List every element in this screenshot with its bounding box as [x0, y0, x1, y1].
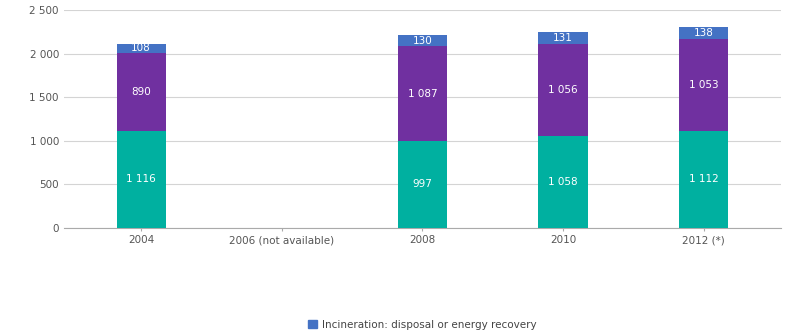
Text: 1 058: 1 058	[548, 177, 578, 187]
Text: 1 056: 1 056	[548, 85, 578, 95]
Text: 138: 138	[693, 28, 713, 38]
Bar	[539, 136, 587, 228]
Text: 1 116: 1 116	[126, 174, 156, 184]
Text: 1 087: 1 087	[407, 89, 438, 98]
Text: 997: 997	[413, 179, 432, 189]
Bar	[679, 39, 728, 131]
Bar	[679, 131, 728, 228]
Text: 890: 890	[132, 87, 151, 97]
Bar	[398, 141, 447, 228]
Text: 130: 130	[413, 36, 432, 46]
Bar	[398, 46, 447, 141]
Bar	[539, 44, 587, 136]
Text: 1 053: 1 053	[689, 80, 719, 90]
Bar	[116, 44, 166, 53]
Bar	[679, 27, 728, 39]
Bar	[116, 131, 166, 228]
Bar	[116, 53, 166, 131]
Text: 131: 131	[553, 33, 573, 43]
Text: 108: 108	[132, 43, 151, 53]
Bar	[398, 35, 447, 46]
Bar	[539, 32, 587, 44]
Legend: Incineration: disposal or energy recovery, Recovery (excluding energy recovery),: Incineration: disposal or energy recover…	[304, 316, 540, 335]
Text: 1 112: 1 112	[689, 175, 719, 184]
